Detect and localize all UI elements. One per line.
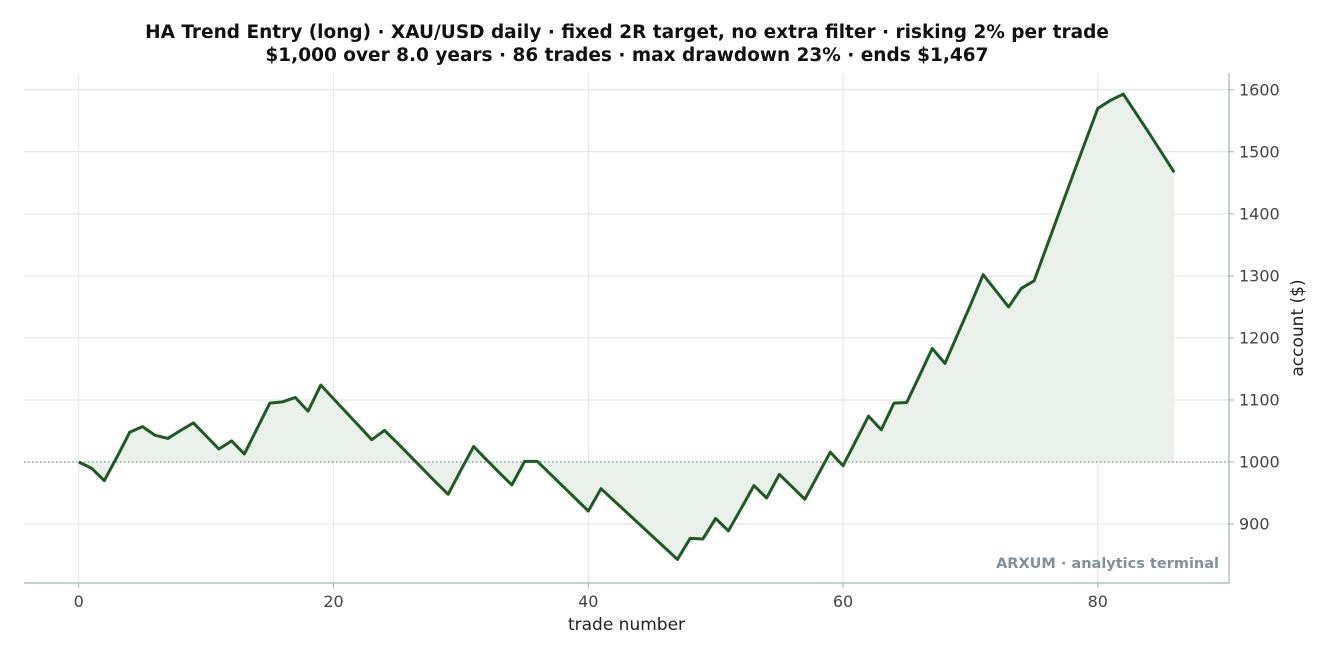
x-tick-label: 60 xyxy=(833,592,853,611)
axes xyxy=(24,73,1234,588)
chart-title: HA Trend Entry (long) · XAU/USD daily · … xyxy=(145,22,1109,43)
equity-area-fill xyxy=(78,94,1175,560)
chart-subtitle: $1,000 over 8.0 years · 86 trades · max … xyxy=(265,45,989,66)
y-tick-label: 1400 xyxy=(1239,204,1280,223)
y-tick-label: 900 xyxy=(1239,515,1270,534)
y-tick-label: 1100 xyxy=(1239,390,1280,409)
x-axis-label: trade number xyxy=(568,615,685,635)
y-axis-label: account ($) xyxy=(1288,279,1308,376)
tick-labels: 0 20 40 60 80 900 1000 1100 1200 1300 1400 1500 1600 xyxy=(74,80,1280,611)
watermark: ARXUM · analytics terminal xyxy=(996,556,1219,572)
x-tick-label: 40 xyxy=(578,592,598,611)
x-tick-label: 0 xyxy=(74,592,84,611)
y-tick-label: 1000 xyxy=(1239,453,1280,472)
equity-curve-line xyxy=(78,92,1176,561)
y-tick-label: 1500 xyxy=(1239,142,1280,161)
x-tick-label: 20 xyxy=(323,592,343,611)
y-tick-label: 1200 xyxy=(1239,328,1280,347)
y-tick-label: 1600 xyxy=(1239,80,1280,99)
y-tick-label: 1300 xyxy=(1239,266,1280,285)
x-tick-label: 80 xyxy=(1088,592,1108,611)
